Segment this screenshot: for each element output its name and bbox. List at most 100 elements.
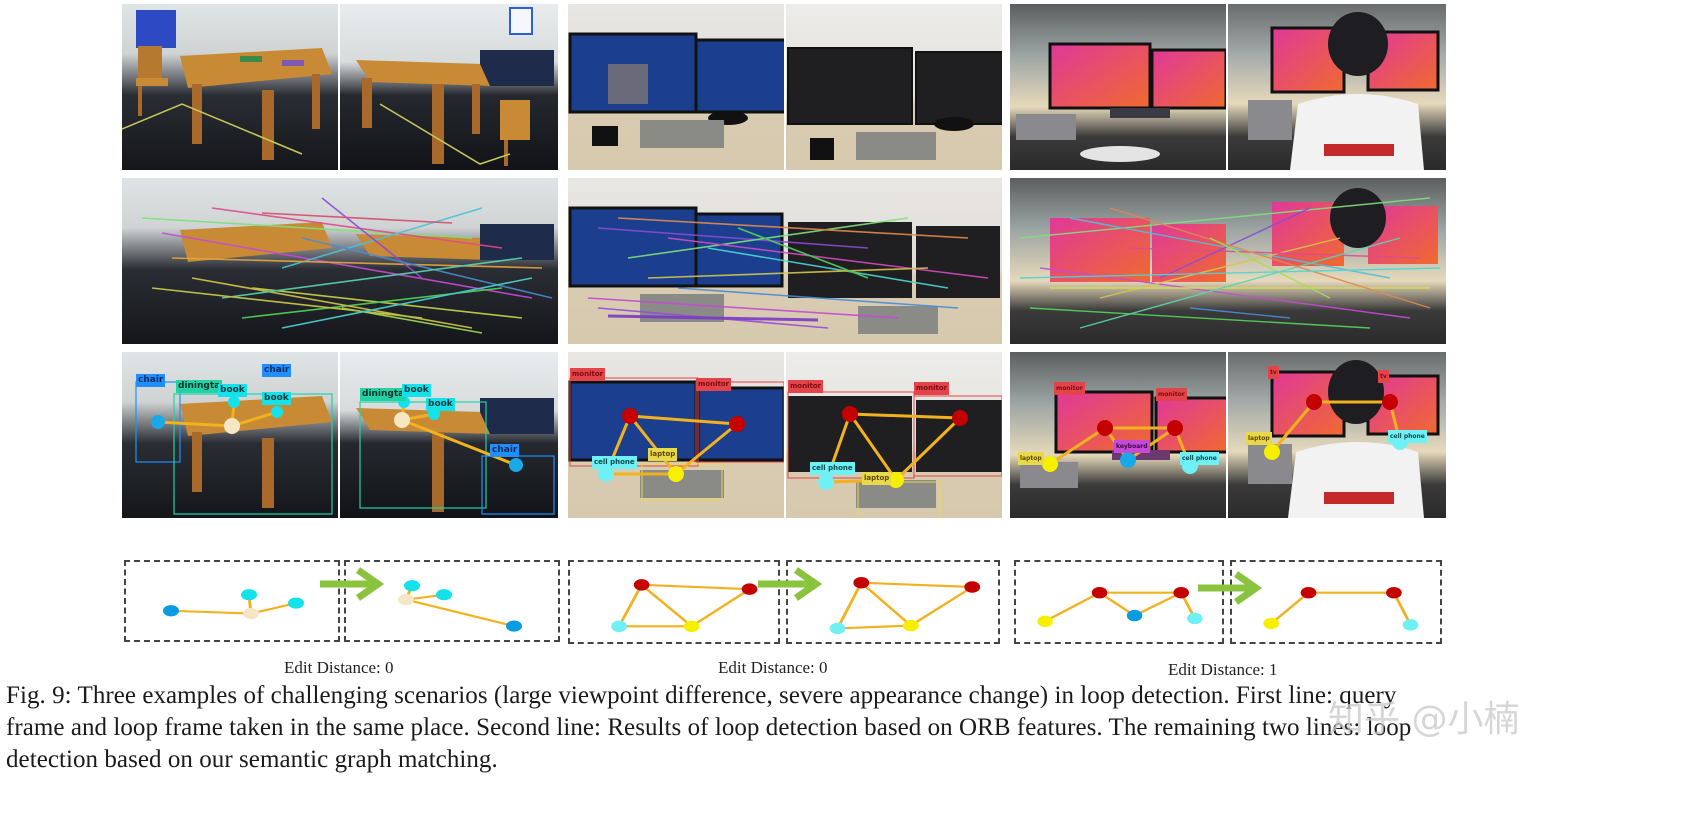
column-dining-room: chair diningta book book chair diningta …: [122, 4, 560, 644]
graph-node-monitor2: [1173, 587, 1189, 599]
detection-tag: monitor: [1156, 388, 1187, 401]
detection-tag: cell phone: [1180, 452, 1219, 465]
semantic-graph: [611, 579, 758, 632]
figure-caption-line: detection based on our semantic graph ma…: [6, 746, 498, 773]
arrow-right-icon: [758, 567, 822, 601]
graph-node-phone: [829, 622, 846, 635]
detection-tag: monitor: [1054, 382, 1085, 395]
semantic-detection-loop-image: tv tv laptop cell phone: [1228, 352, 1446, 518]
semantic-detection-query-image: monitor monitor laptop cell phone: [568, 352, 784, 518]
detection-tag: cell phone: [592, 456, 637, 469]
child-at-desk-illustration: [1248, 12, 1440, 170]
graph-node-monitor1: [633, 579, 650, 591]
graph-edge: [837, 624, 911, 630]
semantic-detection-loop-image: diningta book book chair: [340, 352, 558, 518]
graph-loop-office-desk: [786, 560, 1000, 644]
graph-edge: [861, 581, 973, 589]
graph-node-monitor1: [1091, 587, 1108, 599]
semantic-graph: [163, 589, 304, 620]
pink-monitors-illustration: [1016, 42, 1226, 162]
query-frame-image: [1010, 4, 1226, 170]
graph-node-book1: [404, 580, 420, 592]
detection-tag: monitor: [788, 380, 824, 393]
detection-overlay: [787, 391, 1002, 518]
detection-tag: keyboard: [1114, 440, 1150, 453]
edit-distance-label: Edit Distance: 0: [284, 658, 394, 677]
graph-query-dining-room: [124, 560, 340, 642]
orb-feature-lines: [1019, 188, 1441, 329]
graph-node-laptop: [1037, 615, 1053, 627]
detection-tag: cell phone: [1388, 430, 1427, 443]
graph-edge: [641, 583, 750, 591]
graph-node-table: [243, 607, 259, 620]
orb-matches-image: [122, 178, 558, 344]
detection-tag: chair: [136, 374, 166, 387]
graph-node-monitor1: [1300, 587, 1317, 599]
graph-node-monitor1: [853, 577, 870, 589]
detection-tag: chair: [262, 364, 292, 377]
figure-caption-line: Fig. 9: Three examples of challenging sc…: [6, 682, 1397, 709]
graph-edge: [909, 586, 974, 627]
detection-tag: laptop: [862, 472, 892, 485]
graph-edge: [617, 584, 643, 627]
semantic-detection-loop-image: monitor monitor laptop cell phone: [786, 352, 1002, 518]
detection-tag: laptop: [1018, 452, 1044, 465]
graph-node-phone: [611, 620, 627, 632]
detection-tag: tv: [1378, 370, 1389, 383]
graph-node-monitor2: [964, 581, 981, 593]
loop-frame-image: [786, 4, 1002, 170]
detection-tag: monitor: [570, 368, 606, 381]
semantic-detection-query-image: monitor monitor laptop keyboard cell pho…: [1010, 352, 1226, 518]
detection-tag: book: [402, 384, 431, 397]
edit-distance-label: Edit Distance: 1: [1168, 660, 1278, 679]
graph-edge: [1044, 591, 1101, 623]
graph-node-phone: [1402, 619, 1419, 631]
query-frame-image: [568, 4, 784, 170]
detection-tag: diningta: [176, 380, 223, 393]
orb-matches-image: [1010, 178, 1446, 344]
detection-tag: cell phone: [810, 462, 855, 475]
graph-node-laptop: [1263, 617, 1280, 630]
graph-query-office-desk: [568, 560, 780, 644]
graph-loop-dining-room: [344, 560, 560, 642]
graph-node-laptop: [683, 620, 700, 632]
arrow-right-icon: [320, 567, 384, 601]
semantic-graph: [398, 580, 522, 632]
detection-tag: tv: [1268, 366, 1279, 379]
graph-edge: [1270, 592, 1310, 625]
graph-node-monitor2: [741, 583, 758, 595]
detection-overlay: [1248, 360, 1440, 518]
detection-overlay: [356, 396, 555, 515]
graph-node-phone: [1187, 612, 1203, 625]
graph-node-chair: [506, 620, 522, 632]
graph-node-monitor2: [1386, 587, 1402, 599]
edit-distance-label: Edit Distance: 0: [718, 658, 828, 677]
semantic-graph: [1037, 587, 1203, 627]
graph-edge: [405, 598, 515, 628]
loop-frame-image: [340, 4, 558, 170]
graph-node-book1: [241, 589, 257, 601]
graph-edge: [860, 582, 912, 627]
graph-edge: [1133, 591, 1182, 617]
query-frame-image: [122, 4, 338, 170]
graph-edge: [690, 588, 751, 628]
graph-edge: [1392, 592, 1412, 626]
detection-tag: monitor: [914, 382, 950, 395]
orb-feature-lines: [141, 197, 554, 334]
semantic-graph: [829, 577, 981, 635]
graph-edge: [640, 584, 693, 627]
detection-tag: book: [262, 392, 291, 405]
orb-matches-image: [568, 178, 1002, 344]
column-child-at-desk: monitor monitor laptop keyboard cell pho…: [1010, 4, 1446, 644]
graph-node-keyboard: [1126, 609, 1143, 622]
loop-frame-image: [1228, 4, 1446, 170]
graph-node-laptop: [902, 619, 919, 632]
graph-node-table: [398, 594, 414, 606]
graph-edge: [170, 609, 252, 615]
detection-tag: book: [426, 398, 455, 411]
detection-tag: book: [218, 384, 247, 397]
graph-query-child-at-desk: [1014, 560, 1224, 644]
detection-overlay: [135, 381, 333, 515]
orb-feature-lines: [568, 206, 1000, 334]
graph-node-book2: [436, 589, 452, 601]
